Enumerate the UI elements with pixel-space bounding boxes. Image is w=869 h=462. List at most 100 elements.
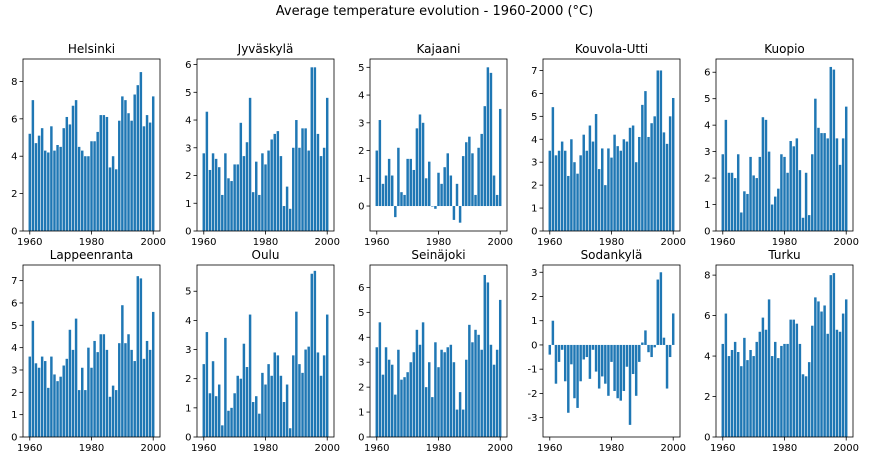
bar-1964 bbox=[733, 341, 737, 437]
bar-1964 bbox=[387, 158, 391, 207]
bar-1999 bbox=[322, 147, 326, 231]
bar-1967 bbox=[224, 337, 227, 437]
bar-1969 bbox=[749, 349, 752, 437]
bar-1972 bbox=[239, 122, 243, 231]
y-tick: 5 bbox=[185, 287, 197, 298]
y-tick-label: 0 bbox=[185, 433, 191, 444]
bar-1995 bbox=[310, 67, 314, 231]
bar-1983 bbox=[792, 146, 795, 231]
bar-1967 bbox=[397, 147, 400, 207]
bar-1974 bbox=[245, 142, 249, 231]
bar-1991 bbox=[644, 91, 647, 231]
bar-1974 bbox=[591, 344, 595, 350]
x-tick-label: 1960 bbox=[364, 443, 389, 454]
bar-1991 bbox=[124, 100, 127, 231]
bar-1964 bbox=[560, 141, 564, 231]
bar-1985 bbox=[105, 349, 109, 437]
x-tick: 2000 bbox=[833, 231, 859, 248]
bar-1960 bbox=[28, 356, 32, 437]
bar-1964 bbox=[40, 356, 44, 437]
bar-1998 bbox=[665, 143, 669, 231]
bar-1988 bbox=[461, 156, 465, 207]
bar-1968 bbox=[53, 150, 56, 231]
bar-1979 bbox=[780, 154, 783, 231]
bar-1967 bbox=[224, 153, 227, 231]
bar-1991 bbox=[298, 364, 301, 437]
y-tick-label: 3 bbox=[531, 158, 537, 169]
y-tick: 2 bbox=[358, 383, 370, 394]
x-tick: 1980 bbox=[253, 437, 278, 454]
bar-1974 bbox=[418, 344, 422, 437]
bar-1992 bbox=[820, 133, 823, 231]
bar-1999 bbox=[322, 355, 326, 437]
x-tick-label: 1960 bbox=[17, 237, 42, 248]
bar-1960 bbox=[202, 153, 206, 231]
panel-title: Seinäjoki bbox=[411, 248, 465, 262]
bar-1977 bbox=[255, 396, 258, 437]
bar-1967 bbox=[743, 337, 746, 437]
bar-1999 bbox=[148, 349, 152, 437]
x-tick: 1960 bbox=[364, 437, 390, 454]
x-tick-label: 2000 bbox=[660, 443, 685, 454]
bar-1969 bbox=[403, 194, 406, 207]
bar-1971 bbox=[62, 365, 65, 437]
x-tick-label: 2000 bbox=[314, 237, 339, 248]
y-tick: 5 bbox=[704, 94, 716, 105]
bar-1993 bbox=[130, 120, 133, 231]
bar-1984 bbox=[795, 323, 799, 437]
y-tick: 2 bbox=[11, 189, 23, 200]
bar-1975 bbox=[421, 122, 425, 207]
y-tick: 0 bbox=[531, 340, 543, 351]
bar-1989 bbox=[118, 120, 121, 231]
bar-1966 bbox=[221, 425, 224, 437]
panel-title: Turku bbox=[767, 248, 800, 262]
y-tick-label: 6 bbox=[704, 311, 710, 322]
y-tick: 3 bbox=[185, 143, 197, 154]
bar-1979 bbox=[780, 345, 783, 437]
bar-1960 bbox=[548, 344, 552, 355]
y-tick-label: -3 bbox=[528, 413, 538, 424]
bar-1968 bbox=[746, 193, 749, 231]
bar-1979 bbox=[87, 347, 90, 437]
x-tick-label: 1980 bbox=[426, 443, 451, 454]
bar-1975 bbox=[74, 100, 78, 231]
bar-1999 bbox=[841, 138, 845, 231]
bar-1999 bbox=[668, 116, 672, 231]
y-tick-label: 2 bbox=[185, 171, 191, 182]
panel-sodankyla: Sodankylä -3 -2 -1 0 1 2 3 1960 1980 2000 bbox=[528, 248, 686, 454]
bar-1983 bbox=[446, 347, 449, 437]
bar-1991 bbox=[471, 153, 474, 207]
bar-1968 bbox=[573, 344, 576, 399]
bar-1988 bbox=[807, 215, 811, 231]
bar-1994 bbox=[826, 138, 829, 231]
y-tick-label: 8 bbox=[11, 77, 17, 88]
bar-1972 bbox=[412, 352, 416, 437]
bar-1984 bbox=[102, 334, 106, 437]
bar-1983 bbox=[99, 334, 102, 437]
bar-1989 bbox=[292, 355, 295, 437]
panel-lappeenranta: Lappeenranta 0 1 2 3 4 5 6 7 1960 1980 2000 bbox=[11, 248, 166, 454]
bar-1960 bbox=[375, 347, 379, 437]
bar-1993 bbox=[823, 133, 826, 231]
bar-1968 bbox=[746, 360, 749, 437]
y-tick: 4 bbox=[11, 152, 23, 163]
bar-1996 bbox=[659, 70, 663, 231]
x-tick-label: 1960 bbox=[191, 443, 216, 454]
bar-1997 bbox=[489, 344, 493, 437]
bar-1998 bbox=[665, 344, 669, 389]
bar-1974 bbox=[764, 329, 768, 437]
bar-1975 bbox=[767, 299, 771, 437]
bar-1997 bbox=[662, 132, 666, 231]
x-tick: 1960 bbox=[710, 437, 736, 454]
bar-1989 bbox=[118, 343, 121, 437]
bar-1990 bbox=[814, 297, 817, 437]
x-tick: 1980 bbox=[772, 437, 797, 454]
bar-1970 bbox=[752, 356, 755, 437]
bar-1977 bbox=[774, 196, 777, 231]
bar-1981 bbox=[786, 343, 789, 437]
bar-1963 bbox=[211, 153, 215, 231]
bar-1965 bbox=[736, 154, 740, 231]
bar-1980 bbox=[783, 156, 786, 231]
y-tick: 1 bbox=[704, 200, 716, 211]
bar-1986 bbox=[455, 183, 459, 207]
